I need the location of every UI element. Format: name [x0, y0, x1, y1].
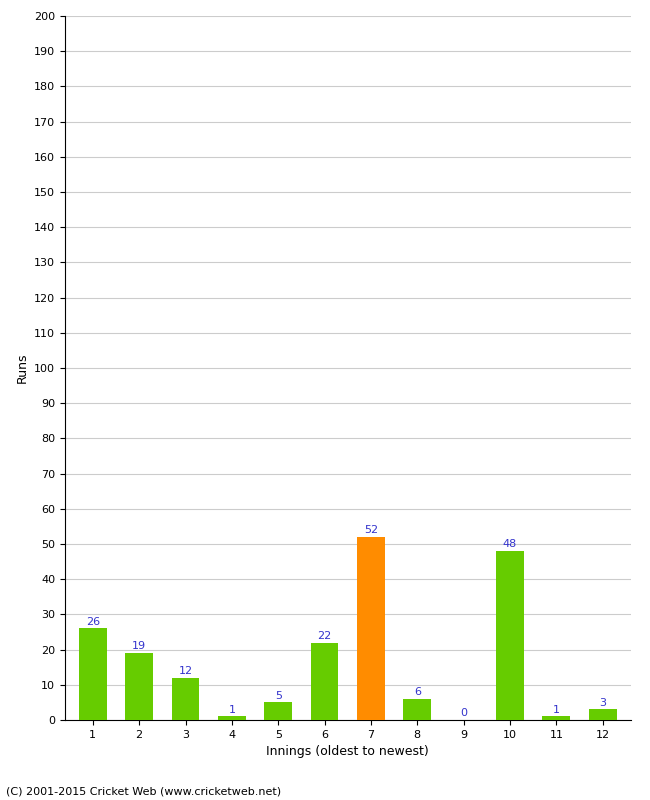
Bar — [172, 678, 200, 720]
Bar — [543, 717, 570, 720]
Text: 1: 1 — [553, 705, 560, 714]
Bar — [496, 551, 524, 720]
Bar — [311, 642, 339, 720]
Text: 48: 48 — [503, 539, 517, 550]
Text: 0: 0 — [460, 708, 467, 718]
Text: 3: 3 — [599, 698, 606, 708]
Bar — [125, 653, 153, 720]
Text: 22: 22 — [317, 630, 332, 641]
Text: 12: 12 — [179, 666, 192, 676]
Text: 52: 52 — [364, 525, 378, 535]
Bar — [357, 537, 385, 720]
Text: 26: 26 — [86, 617, 100, 626]
Text: 1: 1 — [228, 705, 235, 714]
Y-axis label: Runs: Runs — [16, 353, 29, 383]
Bar — [589, 710, 617, 720]
Text: (C) 2001-2015 Cricket Web (www.cricketweb.net): (C) 2001-2015 Cricket Web (www.cricketwe… — [6, 786, 281, 796]
X-axis label: Innings (oldest to newest): Innings (oldest to newest) — [266, 746, 429, 758]
Bar — [218, 717, 246, 720]
Text: 5: 5 — [275, 690, 281, 701]
Bar — [265, 702, 292, 720]
Bar — [404, 699, 431, 720]
Bar — [79, 629, 107, 720]
Text: 6: 6 — [414, 687, 421, 697]
Text: 19: 19 — [132, 642, 146, 651]
